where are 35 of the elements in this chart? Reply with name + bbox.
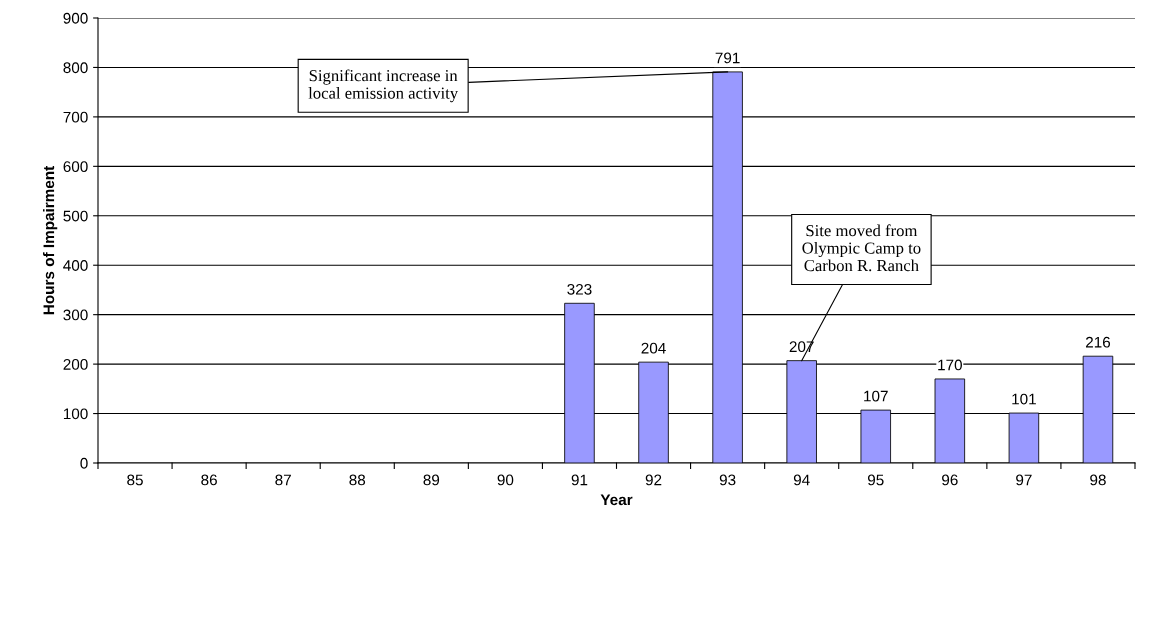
y-tick-label: 600	[63, 161, 88, 173]
data-label: 791	[715, 52, 740, 64]
annotation: Significant increase in local emission activity	[308, 69, 459, 103]
x-tick-label: 93	[719, 474, 736, 486]
y-tick-label: 900	[63, 12, 88, 24]
y-axis-title: Hours of Impairment	[42, 165, 58, 315]
x-tick-label: 86	[201, 474, 217, 486]
x-axis-title: Year	[600, 494, 633, 506]
data-label: 323	[567, 283, 592, 295]
x-tick-label: 94	[793, 474, 810, 486]
data-label: 107	[864, 390, 888, 402]
x-tick-label: 92	[645, 474, 662, 486]
x-tick-label: 89	[423, 474, 440, 486]
x-tick-label: 95	[867, 474, 884, 486]
y-tick-label: 200	[63, 358, 88, 370]
y-tick-label: 400	[63, 260, 88, 271]
x-tick-label: 90	[497, 474, 514, 486]
data-label: 216	[1085, 336, 1111, 348]
annotation: Site moved from Olympic Camp to Carbon R. Ranch	[802, 224, 921, 272]
y-tick-label: 100	[63, 408, 88, 420]
x-tick-label: 98	[1090, 474, 1106, 486]
y-tick-label: 500	[63, 210, 88, 222]
x-tick-label: 97	[1016, 474, 1032, 486]
y-tick-label: 700	[63, 111, 88, 123]
y-tick-label: 0	[80, 457, 88, 469]
x-tick-label: 91	[571, 474, 588, 486]
data-label: 101	[1012, 393, 1036, 405]
y-tick-label: 300	[63, 309, 88, 321]
x-tick-label: 87	[275, 474, 291, 486]
x-tick-label: 96	[942, 474, 958, 486]
x-tick-label: 88	[349, 474, 366, 486]
x-tick-label: 85	[127, 474, 143, 486]
data-label: 204	[641, 342, 666, 354]
y-tick-label: 800	[63, 62, 88, 74]
data-label: 170	[938, 359, 962, 371]
